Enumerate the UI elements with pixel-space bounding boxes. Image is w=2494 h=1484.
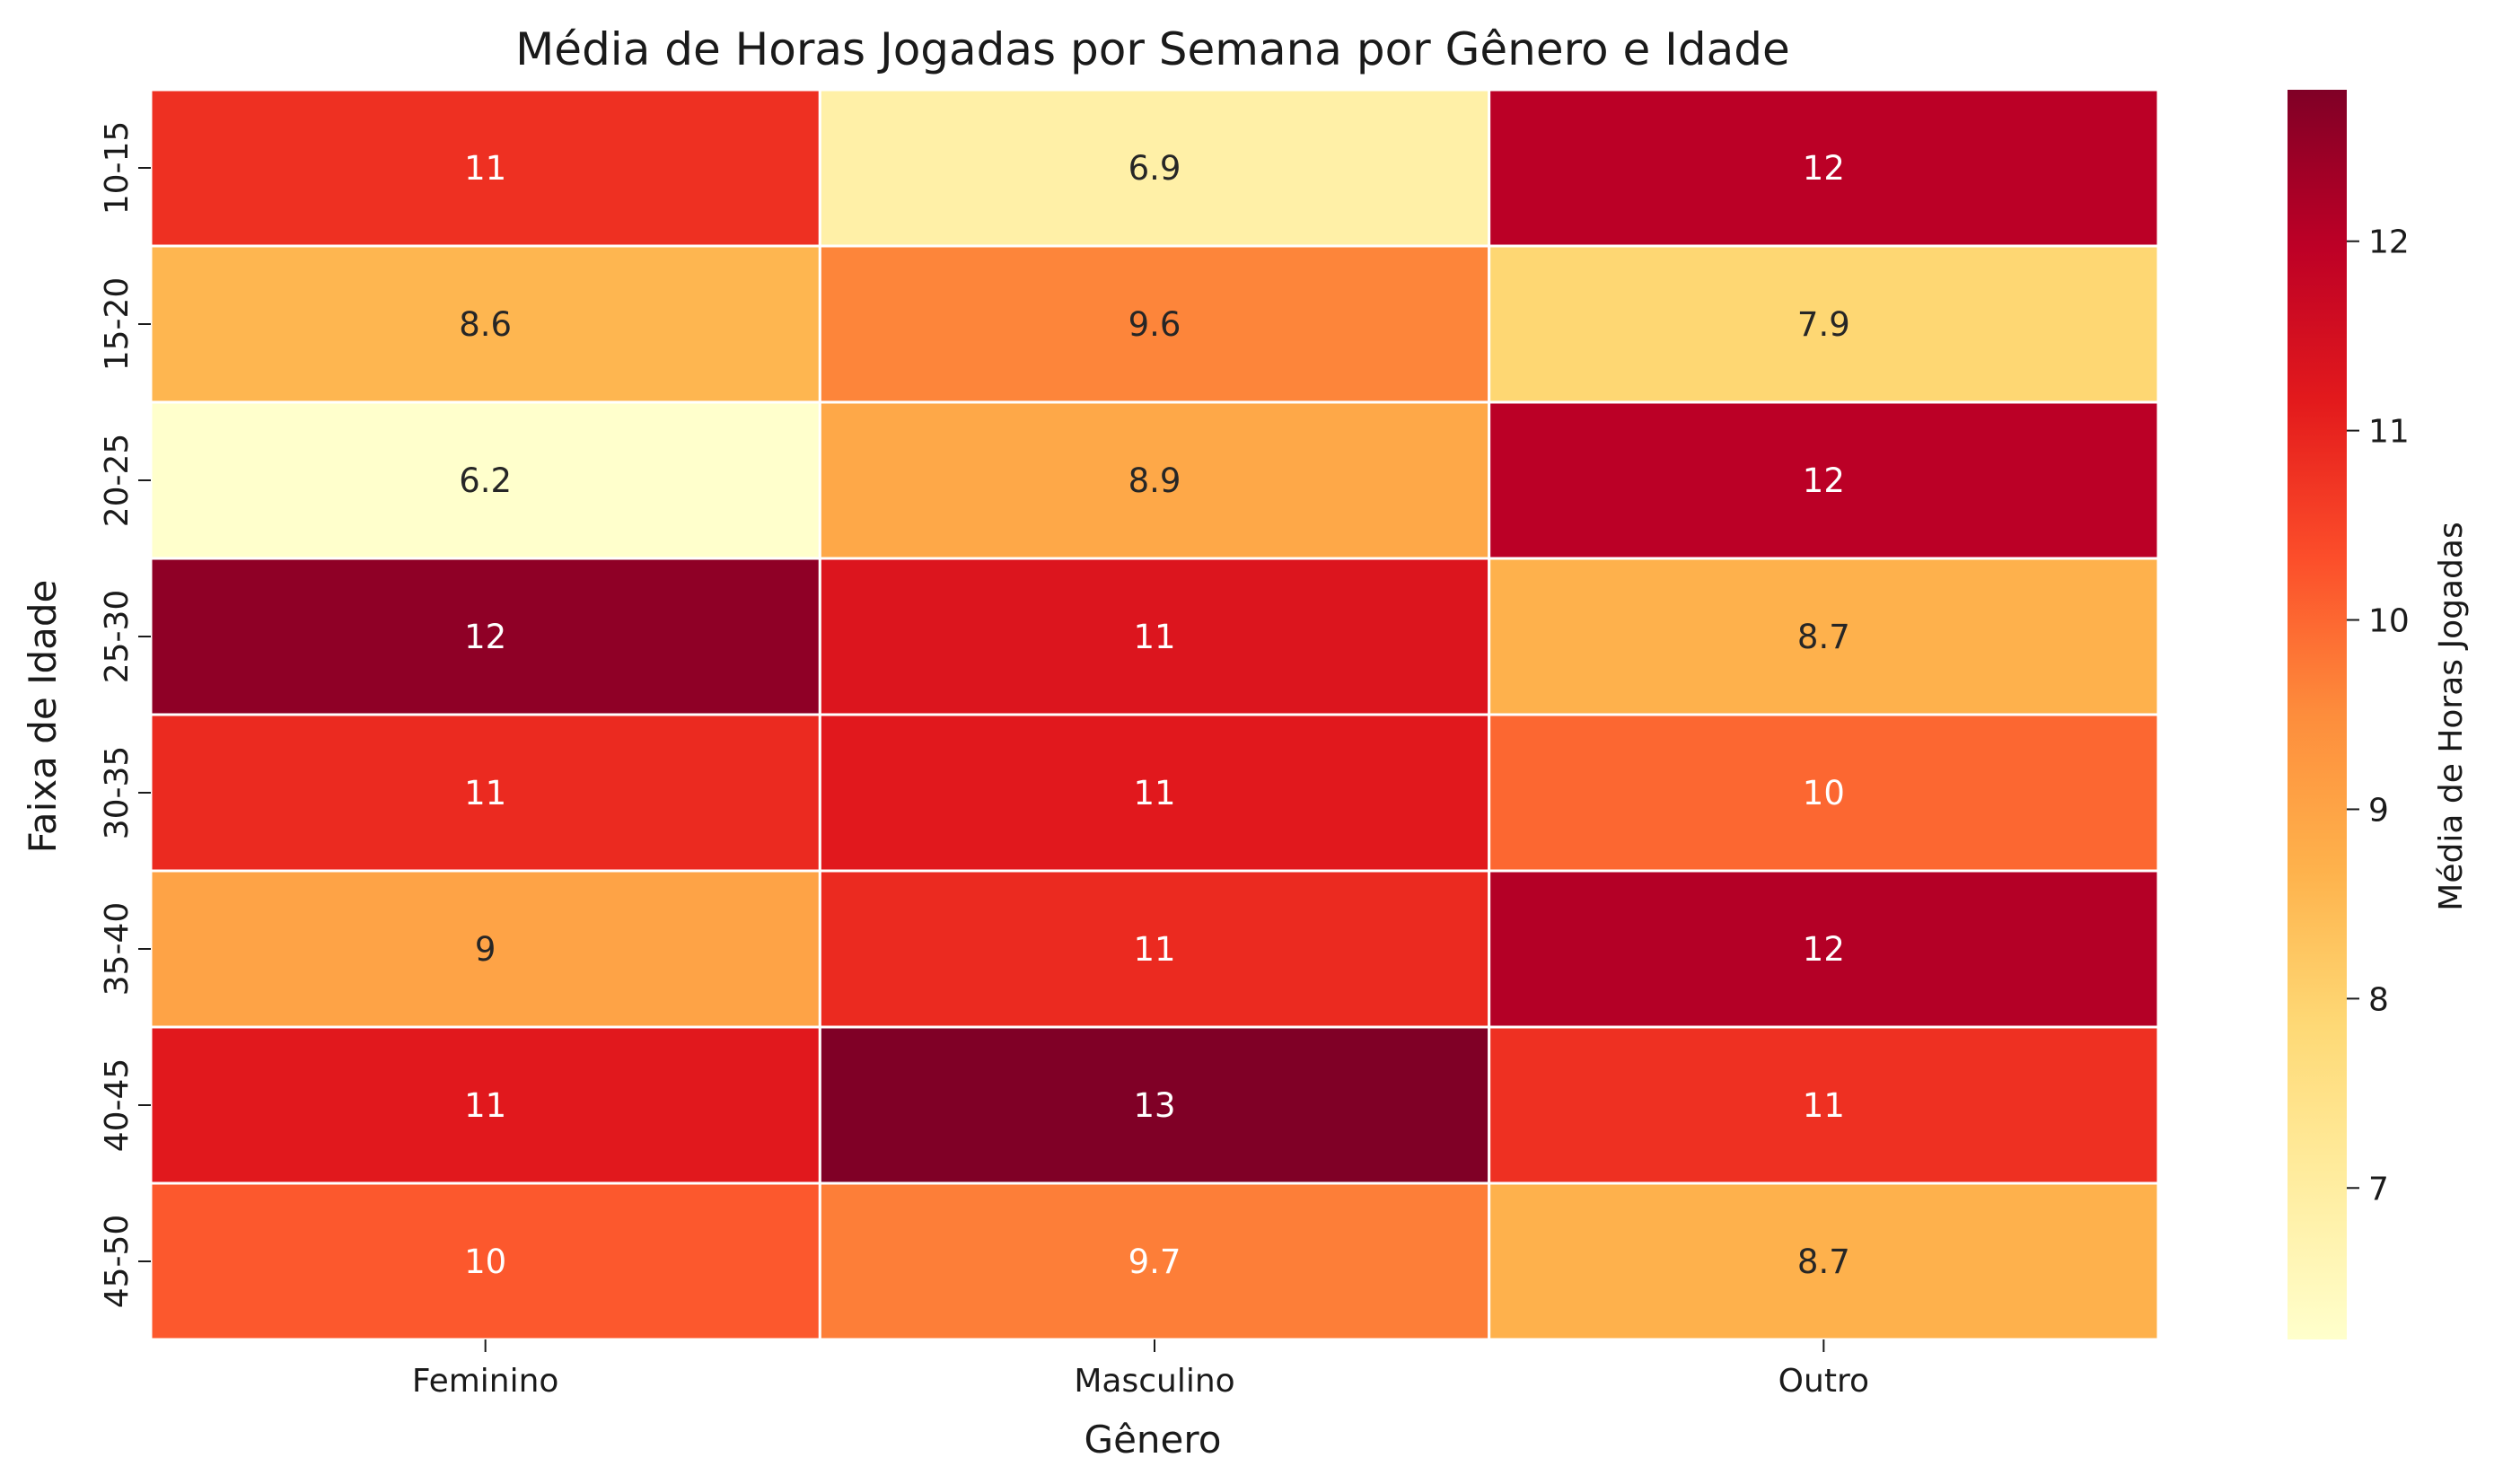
heatmap-cell bbox=[149, 557, 821, 716]
heatmap-cell bbox=[1488, 557, 2160, 716]
heatmap-cell bbox=[1488, 400, 2160, 560]
cell-value-label: 9.6 bbox=[1128, 305, 1181, 344]
heatmap-cell bbox=[149, 1025, 821, 1185]
x-axis-label: Gênero bbox=[1085, 1418, 1222, 1462]
cell-value-label: 12 bbox=[1803, 930, 1845, 969]
cell-value-label: 6.9 bbox=[1128, 149, 1181, 188]
cell-value-label: 11 bbox=[1803, 1086, 1845, 1125]
heatmap-cell bbox=[818, 1025, 1491, 1185]
heatmap-cell bbox=[1488, 1025, 2160, 1185]
cell-value-label: 11 bbox=[1133, 618, 1175, 656]
heatmap-cell bbox=[1488, 713, 2160, 873]
heatmap-cell bbox=[149, 88, 821, 248]
cell-value-label: 11 bbox=[1133, 774, 1175, 812]
heatmap-cell bbox=[149, 400, 821, 560]
x-tick-label: Masculino bbox=[1074, 1363, 1234, 1400]
heatmap-cell bbox=[818, 713, 1491, 873]
y-tick-label: 15-20 bbox=[99, 277, 136, 372]
heatmap-cell bbox=[818, 400, 1491, 560]
heatmap-cells bbox=[149, 88, 2160, 1341]
heatmap-cell bbox=[1488, 869, 2160, 1029]
colorbar: 7 8 9 10 11 12 bbox=[2288, 90, 2410, 1339]
colorbar-tick-label: 9 bbox=[2368, 792, 2389, 829]
cell-value-label: 8.7 bbox=[1797, 1243, 1850, 1281]
chart-title: Média de Horas Jogadas por Semana por Gê… bbox=[515, 23, 1790, 75]
cell-value-label: 11 bbox=[1133, 930, 1175, 969]
cell-value-label: 10 bbox=[464, 1243, 506, 1281]
y-axis: 10-15 15-20 20-25 25-30 30-35 35-40 40-45 45-50 bbox=[99, 121, 151, 1309]
heatmap-cell-labels: 11 6.9 12 8.6 9.6 7.9 6.2 8.9 12 12 11 8.7 11 11 10 9 11… bbox=[459, 149, 1850, 1281]
colorbar-tick-label: 10 bbox=[2368, 603, 2410, 640]
colorbar-tick-label: 7 bbox=[2368, 1171, 2389, 1207]
cell-value-label: 6.2 bbox=[459, 461, 512, 500]
y-tick-label: 35-40 bbox=[99, 902, 136, 997]
heatmap-cell bbox=[818, 88, 1491, 248]
heatmap-cell bbox=[1488, 1181, 2160, 1341]
y-tick-label: 20-25 bbox=[99, 434, 136, 528]
x-tick-label: Outro bbox=[1778, 1363, 1869, 1400]
colorbar-tick-label: 8 bbox=[2368, 981, 2389, 1018]
colorbar-tick-label: 11 bbox=[2368, 414, 2410, 451]
cell-value-label: 8.9 bbox=[1128, 461, 1181, 500]
cell-value-label: 8.7 bbox=[1797, 618, 1850, 656]
cell-value-label: 12 bbox=[1803, 149, 1845, 188]
cell-value-label: 10 bbox=[1803, 774, 1845, 812]
x-tick-label: Feminino bbox=[412, 1363, 559, 1400]
cell-value-label: 9 bbox=[475, 930, 496, 969]
cell-value-label: 12 bbox=[464, 618, 506, 656]
cell-value-label: 13 bbox=[1133, 1086, 1175, 1125]
cell-value-label: 9.7 bbox=[1128, 1243, 1181, 1281]
heatmap-cell bbox=[818, 1181, 1491, 1341]
y-axis-label: Faixa de Idade bbox=[21, 580, 65, 854]
cell-value-label: 8.6 bbox=[459, 305, 512, 344]
cell-value-label: 12 bbox=[1803, 461, 1845, 500]
y-tick-label: 30-35 bbox=[99, 746, 136, 840]
y-tick-label: 40-45 bbox=[99, 1058, 136, 1153]
heatmap-cell bbox=[818, 869, 1491, 1029]
y-tick-label: 10-15 bbox=[99, 121, 136, 215]
y-tick-label: 25-30 bbox=[99, 590, 136, 684]
cell-value-label: 7.9 bbox=[1797, 305, 1850, 344]
cell-value-label: 11 bbox=[464, 774, 506, 812]
heatmap-cell bbox=[149, 713, 821, 873]
colorbar-label: Média de Horas Jogadas bbox=[2433, 522, 2470, 910]
heatmap-cell bbox=[149, 869, 821, 1029]
heatmap-cell bbox=[1488, 88, 2160, 248]
y-tick-label: 45-50 bbox=[99, 1215, 136, 1309]
cell-value-label: 11 bbox=[464, 149, 506, 188]
heatmap-cell bbox=[149, 1181, 821, 1341]
colorbar-tick-label: 12 bbox=[2368, 224, 2410, 261]
colorbar-gradient bbox=[2288, 90, 2347, 1339]
cell-value-label: 11 bbox=[464, 1086, 506, 1125]
heatmap-cell bbox=[149, 244, 821, 404]
x-axis: Feminino Masculino Outro bbox=[412, 1339, 1869, 1400]
